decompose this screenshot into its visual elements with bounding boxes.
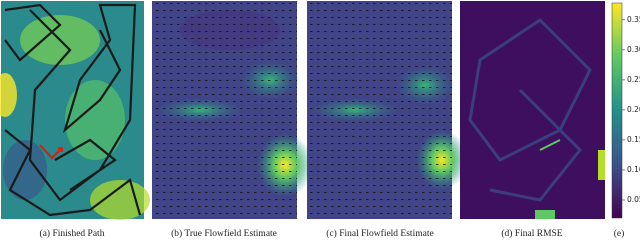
tick-label: 0.10 [627, 165, 640, 174]
tick-label: 0.35 [627, 15, 640, 24]
tick-label: 0.05 [627, 195, 640, 204]
caption: (c) Final Flowfield Estimate [326, 228, 433, 239]
path-panel [0, 1, 150, 220]
caption: (a) Finished Path [40, 228, 105, 239]
caption: (b) True Flowfield Estimate [171, 228, 277, 239]
tick-label: 0.20 [627, 105, 640, 114]
tick-label: 0.25 [627, 75, 640, 84]
tick-label: 0.15 [627, 135, 640, 144]
rmse-panel [460, 1, 605, 219]
figure: (a) Finished Path (b) True Flowfield Esti… [0, 1, 640, 239]
flowfield-panel [307, 1, 468, 219]
caption: (d) Final RMSE [501, 228, 562, 239]
colorbar-label: (e) [614, 228, 625, 239]
flowfield-panel [152, 1, 313, 219]
tick-label: 0.30 [627, 45, 640, 54]
colorbar [611, 2, 623, 219]
